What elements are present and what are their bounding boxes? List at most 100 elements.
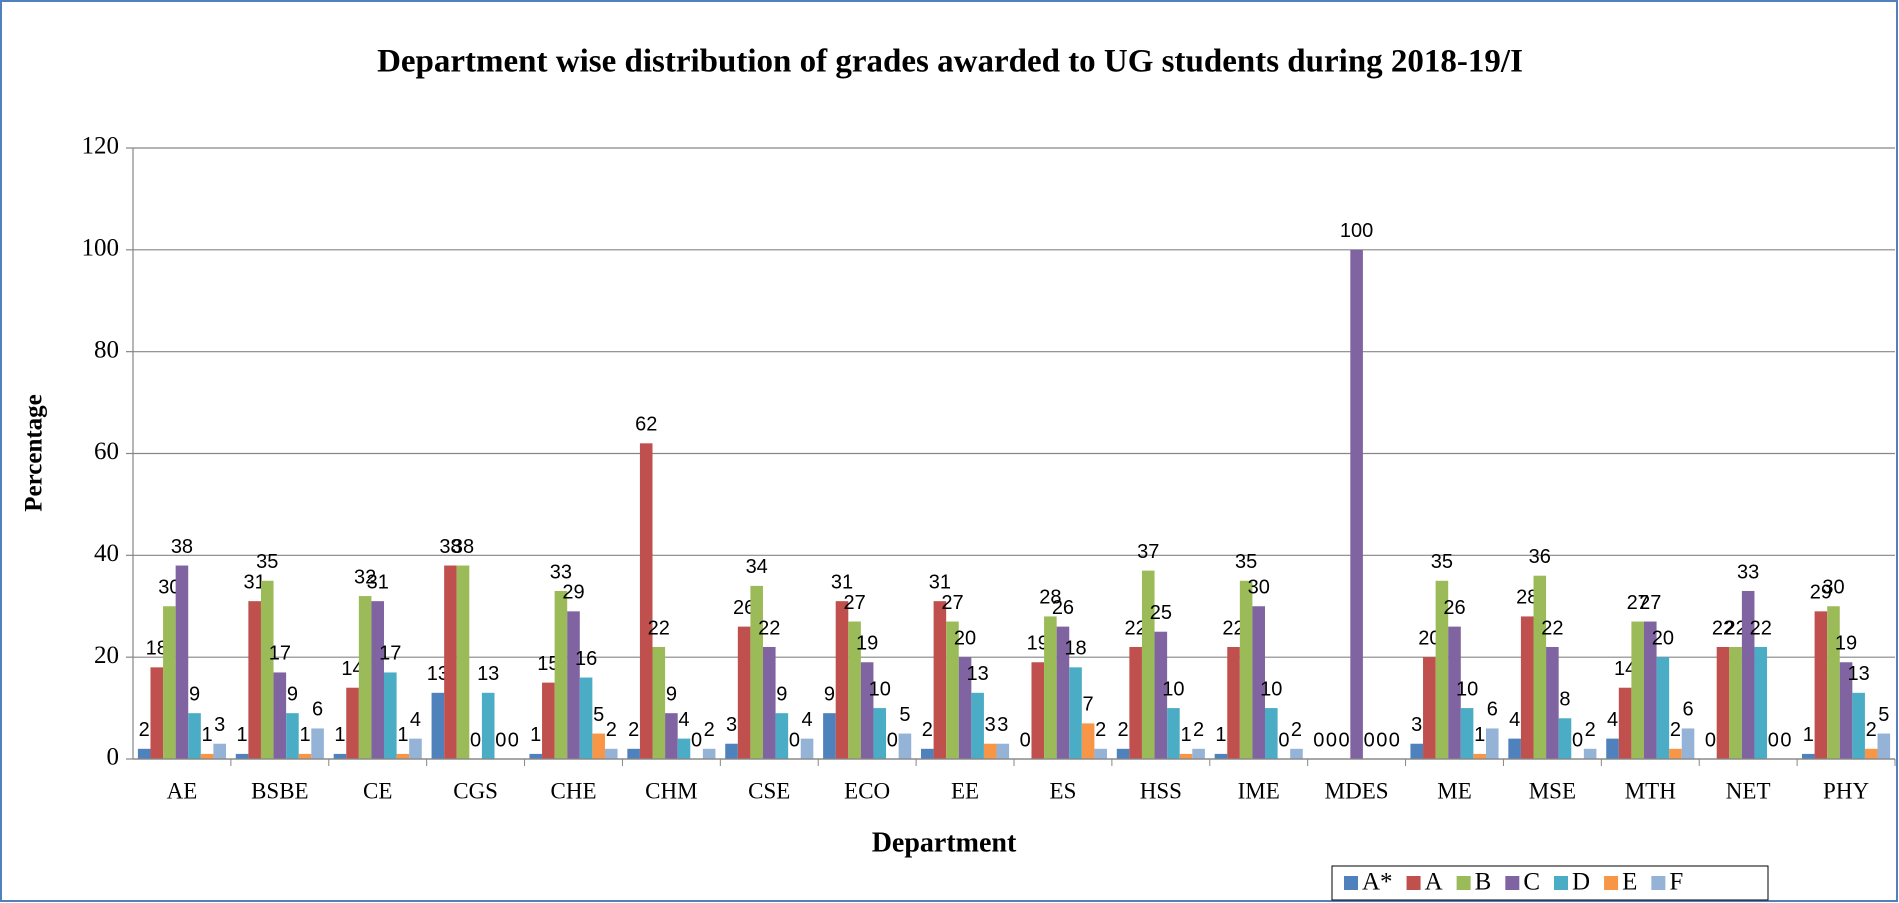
data-label: 26 xyxy=(1443,597,1465,619)
bar xyxy=(298,753,312,759)
data-label: 13 xyxy=(967,663,989,685)
bar xyxy=(800,738,814,759)
bar xyxy=(1583,748,1597,759)
data-label: 2 xyxy=(606,719,617,741)
data-label: 13 xyxy=(1848,663,1870,685)
data-label: 20 xyxy=(1418,627,1440,649)
bar xyxy=(1227,646,1240,759)
y-tick-label: 20 xyxy=(94,642,119,669)
data-label: 6 xyxy=(1682,699,1693,721)
data-label: 36 xyxy=(1529,546,1551,568)
bar xyxy=(848,621,861,759)
data-label: 0 xyxy=(691,729,702,751)
bar xyxy=(213,743,226,759)
bar xyxy=(150,667,164,759)
data-label: 30 xyxy=(158,577,180,599)
data-label: 22 xyxy=(648,617,670,639)
data-label: 2 xyxy=(1291,719,1302,741)
data-label: 17 xyxy=(379,643,401,665)
bar xyxy=(1839,662,1853,759)
bar xyxy=(1814,611,1828,759)
data-label: 9 xyxy=(666,683,677,705)
data-label: 1 xyxy=(334,724,345,746)
data-label: 33 xyxy=(1737,561,1759,583)
bar xyxy=(1252,606,1266,759)
bar xyxy=(835,601,849,759)
bar xyxy=(567,611,580,759)
data-label: 1 xyxy=(1215,724,1226,746)
data-label: 0 xyxy=(1278,729,1289,751)
bar xyxy=(235,753,249,759)
bar xyxy=(1754,646,1768,759)
data-label: 2 xyxy=(922,719,933,741)
bar xyxy=(1410,743,1424,759)
data-label: 2 xyxy=(628,719,639,741)
bar xyxy=(1606,738,1619,759)
data-label: 0 xyxy=(1572,729,1583,751)
data-label: 0 xyxy=(495,729,506,751)
bar xyxy=(1643,621,1657,759)
data-label: 62 xyxy=(635,414,657,436)
bar xyxy=(1239,580,1253,759)
data-label: 30 xyxy=(1822,577,1844,599)
bar xyxy=(860,662,874,759)
legend-label: D xyxy=(1572,869,1590,896)
data-label: 16 xyxy=(575,648,597,670)
data-label: 3 xyxy=(997,714,1008,736)
data-label: 6 xyxy=(1487,699,1498,721)
legend-swatch xyxy=(1406,876,1421,890)
data-label: 33 xyxy=(550,561,572,583)
data-label: 19 xyxy=(1835,633,1857,655)
data-label: 34 xyxy=(746,556,768,578)
bar xyxy=(1656,657,1670,759)
bar xyxy=(1448,626,1461,759)
bar xyxy=(1864,748,1878,759)
data-label: 5 xyxy=(899,704,910,726)
bar xyxy=(775,713,789,759)
data-label: 3 xyxy=(985,714,996,736)
data-label: 2 xyxy=(1866,719,1877,741)
bar xyxy=(456,565,470,759)
data-label: 22 xyxy=(1222,617,1244,639)
data-label: 1 xyxy=(1474,724,1485,746)
bar xyxy=(1129,646,1142,759)
bar xyxy=(1802,753,1815,759)
bar xyxy=(1669,748,1682,759)
data-label: 5 xyxy=(1878,704,1889,726)
data-label: 22 xyxy=(758,617,780,639)
data-label: 1 xyxy=(1180,724,1191,746)
bar xyxy=(1435,580,1449,759)
data-label: 2 xyxy=(1670,719,1681,741)
data-label: 2 xyxy=(1118,719,1129,741)
y-tick-label: 40 xyxy=(94,540,119,567)
bar xyxy=(1116,748,1130,759)
x-axis-label: Department xyxy=(872,827,1017,858)
data-label: 7 xyxy=(1083,694,1094,716)
bar xyxy=(579,677,593,759)
legend-swatch xyxy=(1554,876,1568,890)
x-tick-label: PHY xyxy=(1823,778,1869,803)
bar xyxy=(996,743,1010,759)
bar xyxy=(1214,753,1228,759)
bar xyxy=(137,748,151,759)
bar xyxy=(958,657,972,759)
bar xyxy=(396,753,410,759)
data-label: 14 xyxy=(1614,658,1636,680)
data-label: 22 xyxy=(1125,617,1147,639)
bar xyxy=(286,713,299,759)
data-label: 38 xyxy=(439,536,461,558)
data-label: 1 xyxy=(397,724,408,746)
data-label: 28 xyxy=(1039,587,1061,609)
data-label: 10 xyxy=(869,678,891,700)
bar xyxy=(371,601,385,759)
data-label: 5 xyxy=(593,704,604,726)
data-label: 20 xyxy=(954,627,976,649)
bar xyxy=(481,692,495,759)
data-label: 27 xyxy=(1627,592,1649,614)
bar xyxy=(1179,753,1193,759)
bar xyxy=(1473,753,1486,759)
legend-swatch xyxy=(1456,876,1471,890)
data-label: 13 xyxy=(427,663,449,685)
data-label: 1 xyxy=(299,724,310,746)
data-label: 100 xyxy=(1340,220,1373,242)
